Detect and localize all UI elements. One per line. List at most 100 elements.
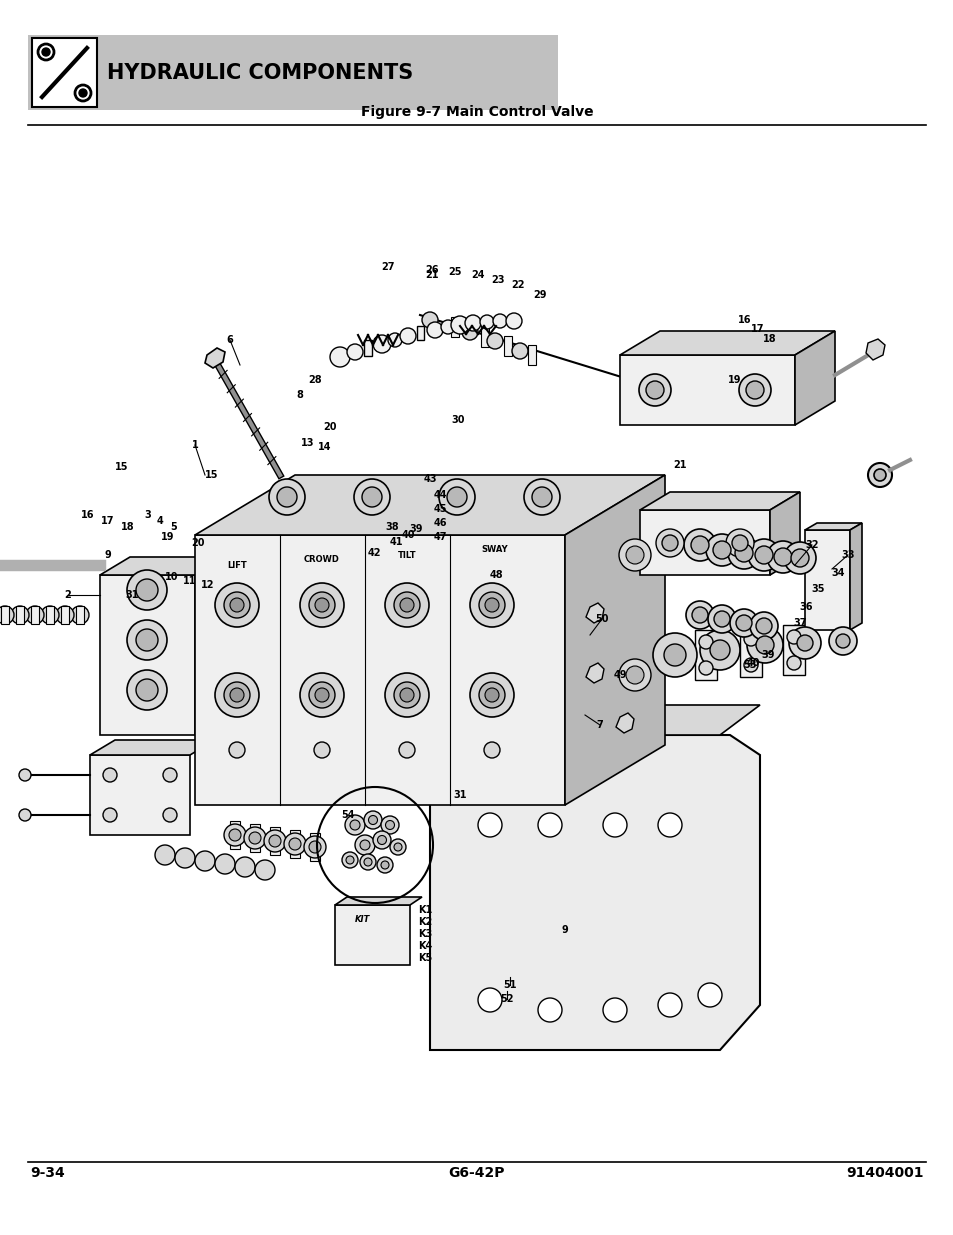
Circle shape xyxy=(234,857,254,877)
Circle shape xyxy=(394,844,401,851)
Circle shape xyxy=(451,316,469,333)
Text: 15: 15 xyxy=(115,462,129,472)
Circle shape xyxy=(786,630,801,643)
Circle shape xyxy=(484,688,498,701)
Circle shape xyxy=(731,535,747,551)
Circle shape xyxy=(440,320,455,333)
Text: 17: 17 xyxy=(750,324,764,333)
Circle shape xyxy=(314,742,330,758)
Circle shape xyxy=(127,571,167,610)
Circle shape xyxy=(346,856,354,864)
Circle shape xyxy=(639,374,670,406)
Circle shape xyxy=(385,673,429,718)
Circle shape xyxy=(484,598,498,613)
Polygon shape xyxy=(849,522,862,630)
Text: 25: 25 xyxy=(448,267,461,277)
Text: 41: 41 xyxy=(389,537,402,547)
Circle shape xyxy=(376,857,393,873)
Circle shape xyxy=(394,682,419,708)
Bar xyxy=(230,821,240,848)
Circle shape xyxy=(154,845,174,864)
Circle shape xyxy=(254,860,274,881)
Text: K4: K4 xyxy=(417,941,432,951)
Circle shape xyxy=(103,808,117,823)
Circle shape xyxy=(127,620,167,659)
Circle shape xyxy=(229,742,245,758)
Text: 15: 15 xyxy=(205,471,218,480)
Text: LIFT: LIFT xyxy=(227,561,247,569)
Circle shape xyxy=(224,682,250,708)
Text: 20: 20 xyxy=(323,422,336,432)
Circle shape xyxy=(174,848,194,868)
Polygon shape xyxy=(335,897,421,905)
Polygon shape xyxy=(430,705,760,735)
Circle shape xyxy=(361,487,381,508)
Text: 43: 43 xyxy=(423,474,436,484)
Circle shape xyxy=(244,827,266,848)
Circle shape xyxy=(364,858,372,866)
Circle shape xyxy=(773,548,791,566)
Text: 3: 3 xyxy=(145,510,152,520)
Circle shape xyxy=(477,988,501,1011)
Polygon shape xyxy=(194,535,564,805)
Text: 33: 33 xyxy=(841,550,854,559)
Circle shape xyxy=(163,768,177,782)
Circle shape xyxy=(505,312,521,329)
Circle shape xyxy=(214,853,234,874)
Circle shape xyxy=(264,830,286,852)
Bar xyxy=(32,38,97,107)
Text: 29: 29 xyxy=(533,290,546,300)
Circle shape xyxy=(19,769,30,781)
Circle shape xyxy=(873,469,885,480)
Circle shape xyxy=(345,815,365,835)
Circle shape xyxy=(399,329,416,345)
Circle shape xyxy=(735,615,751,631)
Text: 19: 19 xyxy=(727,375,741,385)
Circle shape xyxy=(194,851,214,871)
Circle shape xyxy=(709,640,729,659)
Circle shape xyxy=(399,598,414,613)
Circle shape xyxy=(867,463,891,487)
Circle shape xyxy=(713,611,729,627)
Text: 8: 8 xyxy=(296,390,303,400)
Circle shape xyxy=(309,592,335,618)
Text: K1: K1 xyxy=(417,905,432,915)
Bar xyxy=(804,530,849,630)
Circle shape xyxy=(347,345,363,359)
Text: 18: 18 xyxy=(121,522,134,532)
Text: 32: 32 xyxy=(804,540,818,550)
Circle shape xyxy=(464,315,480,331)
Text: 6: 6 xyxy=(227,335,233,345)
Text: 18: 18 xyxy=(762,333,776,345)
Circle shape xyxy=(214,583,258,627)
Text: 31: 31 xyxy=(125,590,138,600)
Circle shape xyxy=(747,538,780,571)
Text: 42: 42 xyxy=(367,548,380,558)
Text: 27: 27 xyxy=(381,262,395,272)
Circle shape xyxy=(486,333,502,350)
Text: HYDRAULIC COMPONENTS: HYDRAULIC COMPONENTS xyxy=(107,63,413,83)
Circle shape xyxy=(725,529,753,557)
Circle shape xyxy=(523,479,559,515)
Text: 16: 16 xyxy=(81,510,94,520)
Text: 22: 22 xyxy=(511,280,524,290)
Circle shape xyxy=(658,993,681,1016)
Text: 45: 45 xyxy=(433,504,446,514)
Polygon shape xyxy=(585,663,603,683)
Circle shape xyxy=(304,836,326,858)
Text: 91404001: 91404001 xyxy=(845,1166,923,1179)
Circle shape xyxy=(656,529,683,557)
Circle shape xyxy=(309,682,335,708)
Circle shape xyxy=(470,583,514,627)
Text: 7: 7 xyxy=(596,720,602,730)
Circle shape xyxy=(625,666,643,684)
Text: 4: 4 xyxy=(156,516,163,526)
Text: CROWD: CROWD xyxy=(304,556,339,564)
Circle shape xyxy=(835,634,849,648)
Circle shape xyxy=(743,658,758,672)
Circle shape xyxy=(284,832,306,855)
Text: 9: 9 xyxy=(561,925,568,935)
Circle shape xyxy=(299,583,344,627)
Text: 1: 1 xyxy=(192,440,198,450)
Circle shape xyxy=(739,374,770,406)
